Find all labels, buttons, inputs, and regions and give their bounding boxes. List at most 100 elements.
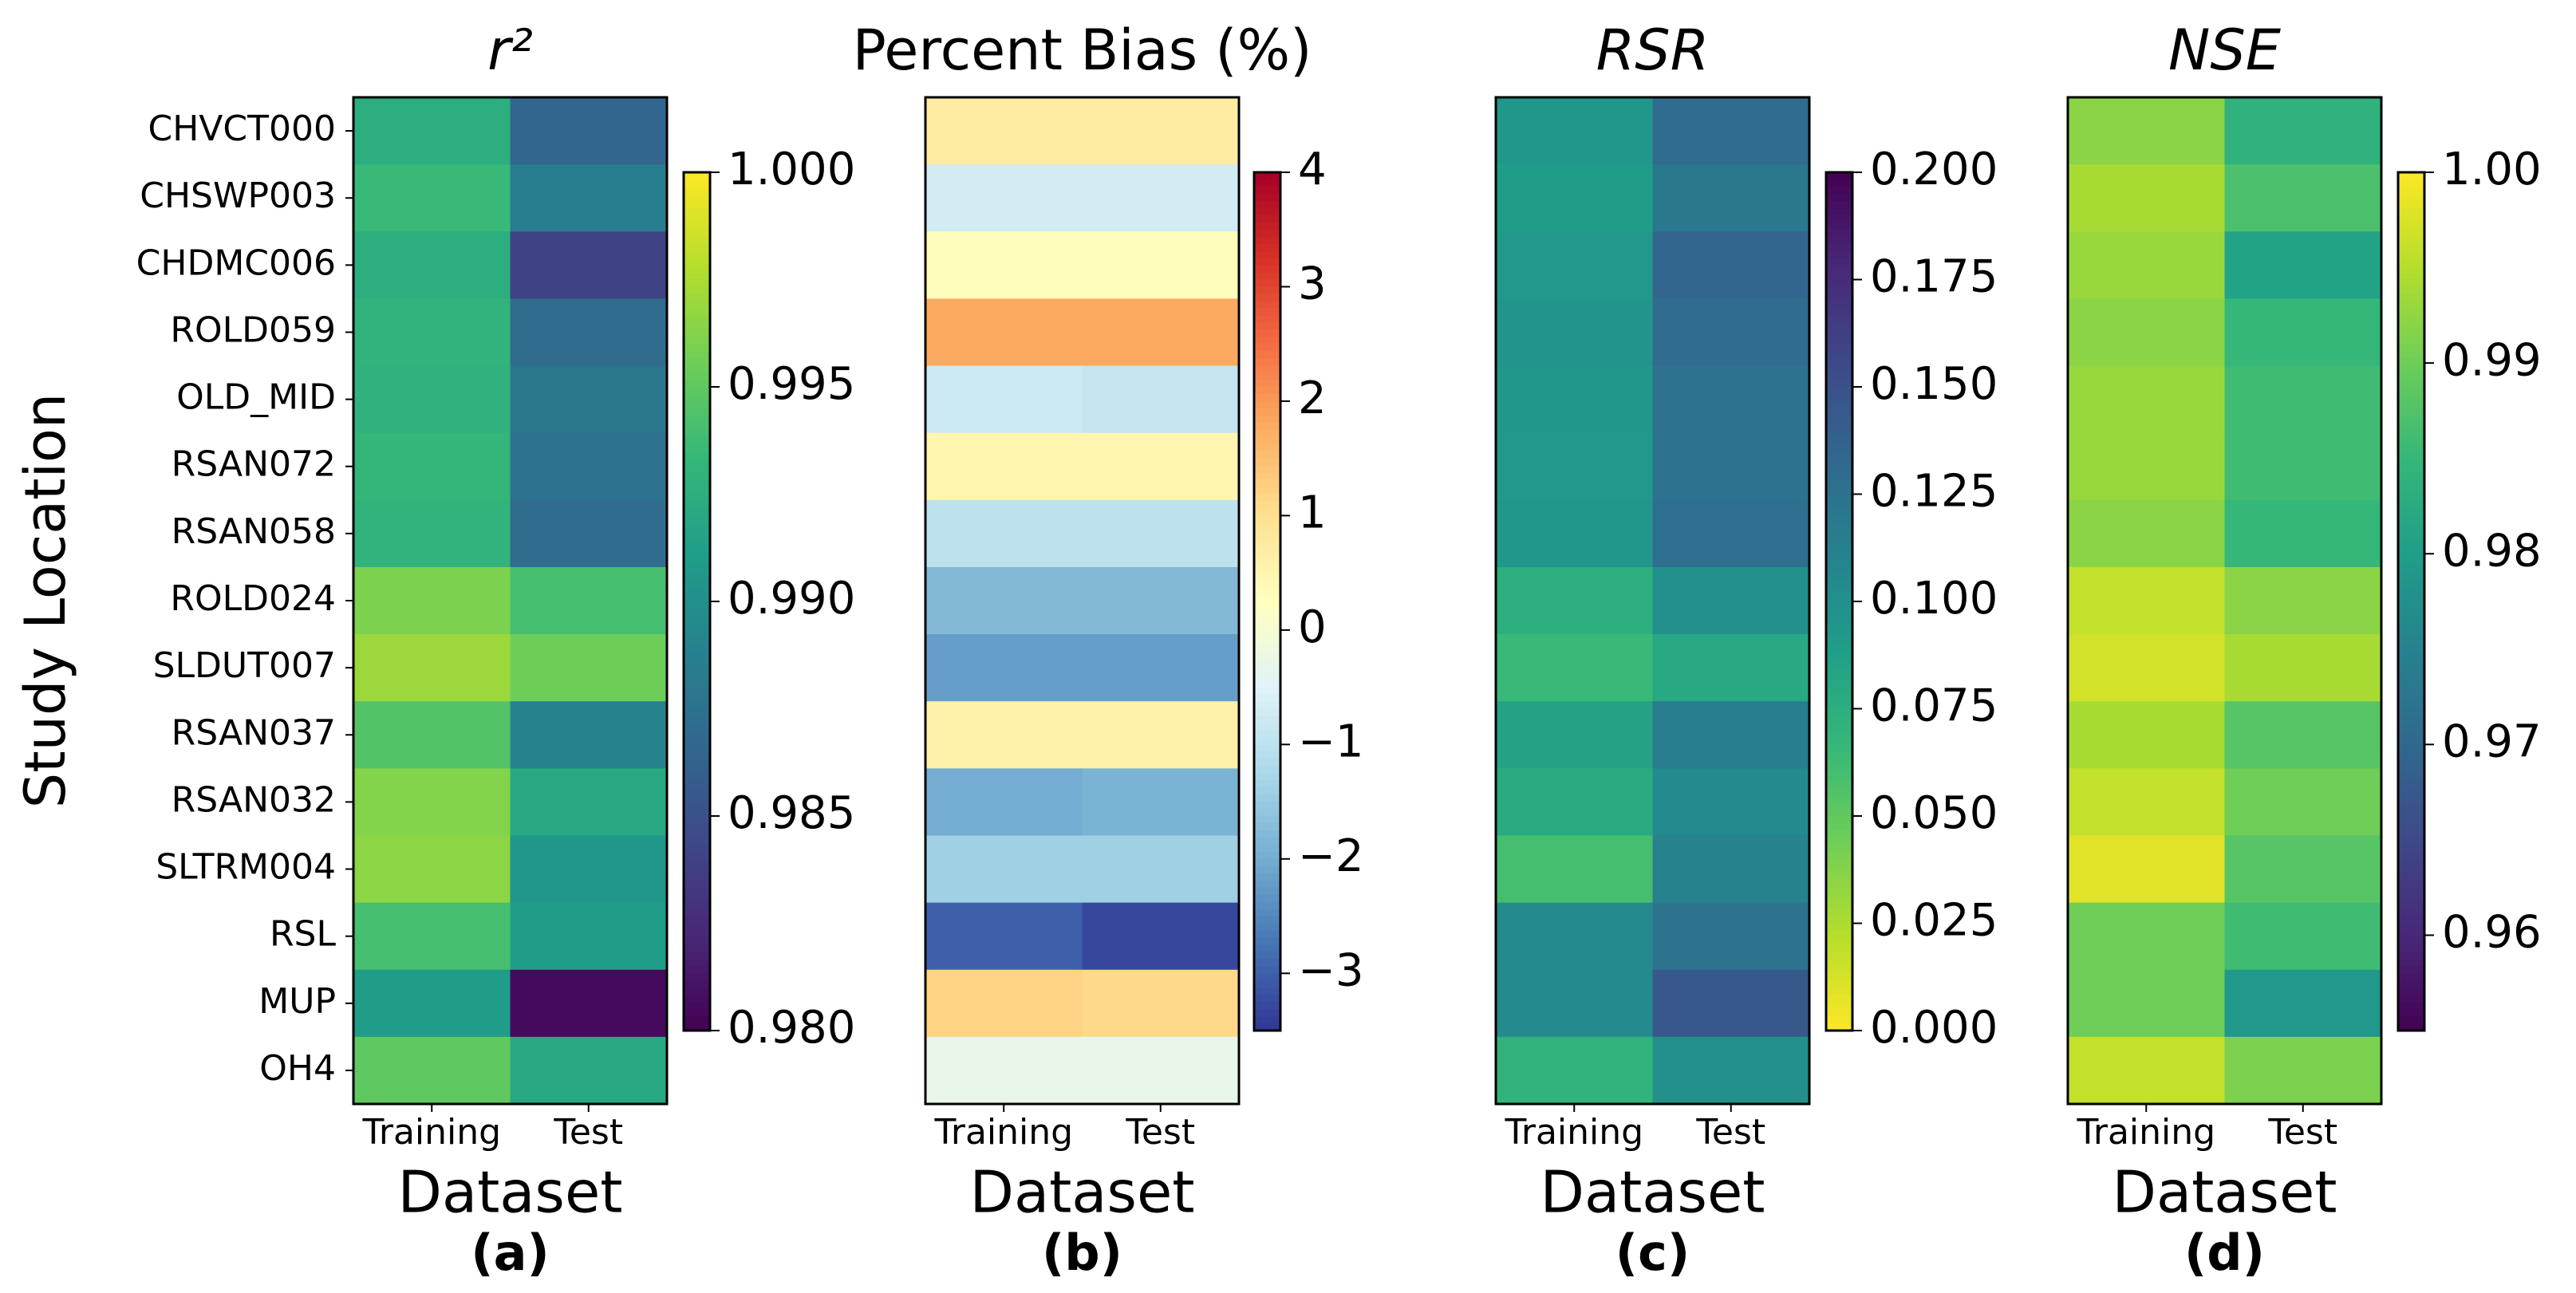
colorbar-segment	[684, 615, 710, 624]
colorbar-tick-label: 0.98	[2442, 525, 2542, 577]
colorbar-segment	[2398, 794, 2424, 802]
colorbar-segment	[1826, 443, 1852, 452]
colorbar-segment	[1826, 715, 1852, 724]
colorbar-segment	[684, 458, 710, 467]
colorbar-segment	[1826, 822, 1852, 831]
colorbar-tick-label: 0.97	[2442, 715, 2542, 767]
colorbar-segment	[2398, 258, 2424, 266]
colorbar-segment	[1826, 258, 1852, 266]
colorbar-segment	[1254, 294, 1280, 302]
heatmap-cell	[510, 432, 668, 501]
colorbar-segment	[1826, 373, 1852, 380]
colorbar-segment	[1254, 737, 1280, 745]
colorbar-segment	[1826, 301, 1852, 309]
heatmap-cell	[1082, 701, 1240, 769]
colorbar-segment	[1254, 658, 1280, 667]
colorbar-segment	[684, 365, 710, 373]
x-axis-label: Dataset	[1540, 1159, 1765, 1226]
colorbar-segment	[1254, 365, 1280, 373]
colorbar-segment	[1826, 723, 1852, 731]
colorbar-segment	[1826, 365, 1852, 373]
colorbar-segment	[684, 1002, 710, 1010]
heatmap-cell	[1652, 566, 1810, 635]
heatmap-cell	[2068, 97, 2225, 165]
colorbar-segment	[1254, 766, 1280, 774]
colorbar-segment	[684, 730, 710, 738]
colorbar-segment	[1826, 250, 1852, 259]
colorbar-segment	[1254, 723, 1280, 731]
y-tick-label: MUP	[258, 981, 336, 1022]
colorbar-segment	[1826, 580, 1852, 588]
colorbar-segment	[684, 787, 710, 795]
colorbar-segment	[1826, 737, 1852, 745]
colorbar-segment	[1254, 944, 1280, 952]
colorbar-segment	[2398, 615, 2424, 624]
colorbar-segment	[684, 387, 710, 395]
heatmap-cell	[2068, 566, 2225, 635]
colorbar-segment	[1254, 880, 1280, 889]
colorbar-segment	[1254, 995, 1280, 1003]
colorbar-segment	[1826, 566, 1852, 574]
colorbar-segment	[684, 272, 710, 281]
colorbar-segment	[684, 172, 710, 180]
heatmap-cell	[1082, 835, 1240, 904]
colorbar-segment	[684, 822, 710, 831]
colorbar-segment	[1254, 373, 1280, 380]
heatmap-cell	[1496, 634, 1653, 702]
colorbar-segment	[1254, 580, 1280, 588]
colorbar-segment	[2398, 601, 2424, 609]
colorbar-segment	[2398, 730, 2424, 738]
colorbar-segment	[684, 351, 710, 359]
colorbar-segment	[1254, 830, 1280, 838]
colorbar-segment	[1254, 501, 1280, 510]
colorbar-segment	[1826, 272, 1852, 281]
colorbar-segment	[1826, 522, 1852, 530]
colorbar-segment	[1826, 865, 1852, 874]
colorbar-segment	[2398, 172, 2424, 180]
colorbar-tick-label: 0.990	[728, 573, 855, 625]
colorbar-segment	[2398, 901, 2424, 910]
y-tick-label: RSAN072	[172, 444, 336, 485]
heatmap-cell	[510, 634, 668, 702]
panel-label: (d)	[2184, 1224, 2265, 1282]
colorbar-segment	[2398, 973, 2424, 981]
colorbar-segment	[684, 451, 710, 459]
colorbar-tick-label: −1	[1298, 715, 1364, 767]
colorbar-segment	[1826, 558, 1852, 566]
colorbar-segment	[2398, 451, 2424, 459]
colorbar-segment	[2398, 987, 2424, 995]
colorbar-segment	[1254, 558, 1280, 566]
colorbar-segment	[1826, 458, 1852, 467]
colorbar-segment	[1254, 787, 1280, 795]
heatmap-cell	[353, 835, 511, 904]
colorbar-segment	[1254, 608, 1280, 617]
heatmap-cell	[510, 97, 668, 165]
colorbar-segment	[1826, 393, 1852, 402]
colorbar-segment	[1826, 844, 1852, 853]
colorbar-segment	[684, 358, 710, 366]
colorbar-segment	[684, 236, 710, 245]
colorbar-segment	[2398, 865, 2424, 874]
colorbar-segment	[684, 479, 710, 488]
colorbar-segment	[1826, 337, 1852, 345]
colorbar-segment	[1826, 587, 1852, 595]
colorbar-segment	[1254, 644, 1280, 652]
heatmap-cell	[510, 231, 668, 299]
heatmap-cell	[1496, 164, 1653, 232]
y-tick-label: SLTRM004	[156, 847, 336, 888]
colorbar-segment	[1826, 930, 1852, 939]
colorbar-segment	[1254, 622, 1280, 631]
heatmap-cell	[1082, 365, 1240, 434]
colorbar-segment	[1826, 344, 1852, 352]
colorbar-segment	[2398, 351, 2424, 359]
colorbar-segment	[684, 794, 710, 802]
x-axis-label: Dataset	[398, 1159, 623, 1226]
colorbar-segment	[1254, 443, 1280, 452]
colorbar-segment	[1254, 672, 1280, 681]
colorbar-segment	[1826, 973, 1852, 981]
colorbar-segment	[684, 515, 710, 523]
colorbar-segment	[1826, 286, 1852, 295]
heatmap-cell	[2068, 432, 2225, 501]
colorbar-segment	[2398, 387, 2424, 395]
